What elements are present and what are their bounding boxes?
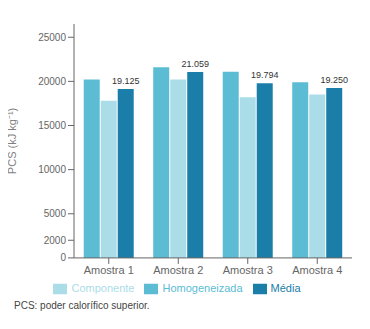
svg-text:Amostra 4: Amostra 4 bbox=[292, 264, 342, 276]
svg-text:21.059: 21.059 bbox=[181, 59, 209, 69]
svg-text:2000: 2000 bbox=[44, 235, 67, 246]
svg-text:5000: 5000 bbox=[44, 208, 67, 219]
svg-text:Amostra 1: Amostra 1 bbox=[84, 264, 134, 276]
html-text:PCS: poder calorífico superior: PCS: poder calorífico superior. bbox=[14, 300, 150, 311]
html-text:Média: Média bbox=[270, 281, 301, 294]
svg-text:19.125: 19.125 bbox=[112, 76, 140, 86]
svg-text:PCS (kJ kg⁻¹): PCS (kJ kg⁻¹) bbox=[8, 108, 18, 174]
svg-text:0: 0 bbox=[60, 252, 66, 263]
html-text:Homogeneizada: Homogeneizada bbox=[162, 281, 243, 294]
svg-text:10000: 10000 bbox=[38, 164, 66, 175]
svg-text:Amostra 2: Amostra 2 bbox=[153, 264, 203, 276]
svg-text:Amostra 3: Amostra 3 bbox=[223, 264, 273, 276]
svg-text:25000: 25000 bbox=[38, 32, 66, 43]
svg-text:15000: 15000 bbox=[38, 120, 66, 131]
svg-text:19.250: 19.250 bbox=[320, 75, 348, 85]
svg-text:19.794: 19.794 bbox=[251, 70, 279, 80]
html-text:Componente: Componente bbox=[71, 281, 135, 294]
svg-text:20000: 20000 bbox=[38, 76, 66, 87]
